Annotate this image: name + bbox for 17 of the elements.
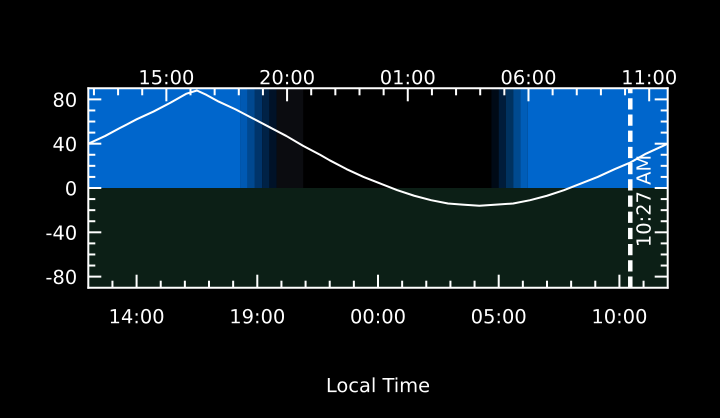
- x-tick-label: 14:00: [110, 308, 164, 324]
- x2-tick-label: 06:00: [502, 70, 556, 85]
- x-tick-label: 10:00: [594, 308, 646, 324]
- x2-tick-label: 15:00: [140, 70, 194, 85]
- ref-line-label: 10:27 AM: [636, 156, 651, 245]
- x2-tick-label: 11:00: [623, 70, 676, 85]
- y-tick-label: 80: [54, 92, 76, 108]
- x-tick-label: 05:00: [472, 308, 526, 324]
- x-tick-label: 19:00: [231, 308, 284, 324]
- y-tick-label: 0: [66, 180, 76, 196]
- x-tick-label: 00:00: [351, 308, 405, 324]
- y-tick-label: -80: [46, 270, 76, 284]
- y-tick-label: -40: [46, 225, 76, 240]
- x2-tick-label: 20:00: [260, 70, 314, 85]
- x2-tick-label: 01:00: [381, 70, 434, 85]
- y-tick-label: 40: [53, 136, 76, 152]
- x-axis-title: Local Time: [328, 377, 430, 392]
